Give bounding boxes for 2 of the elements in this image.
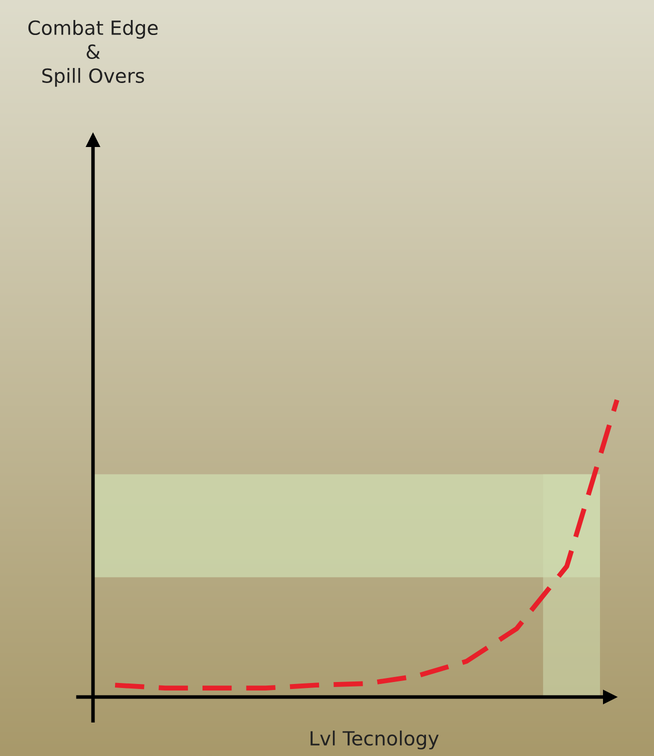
text: Combat Edge & Spill Overs	[28, 20, 158, 87]
x-axis-title: Lvl Tecnology	[310, 730, 439, 750]
